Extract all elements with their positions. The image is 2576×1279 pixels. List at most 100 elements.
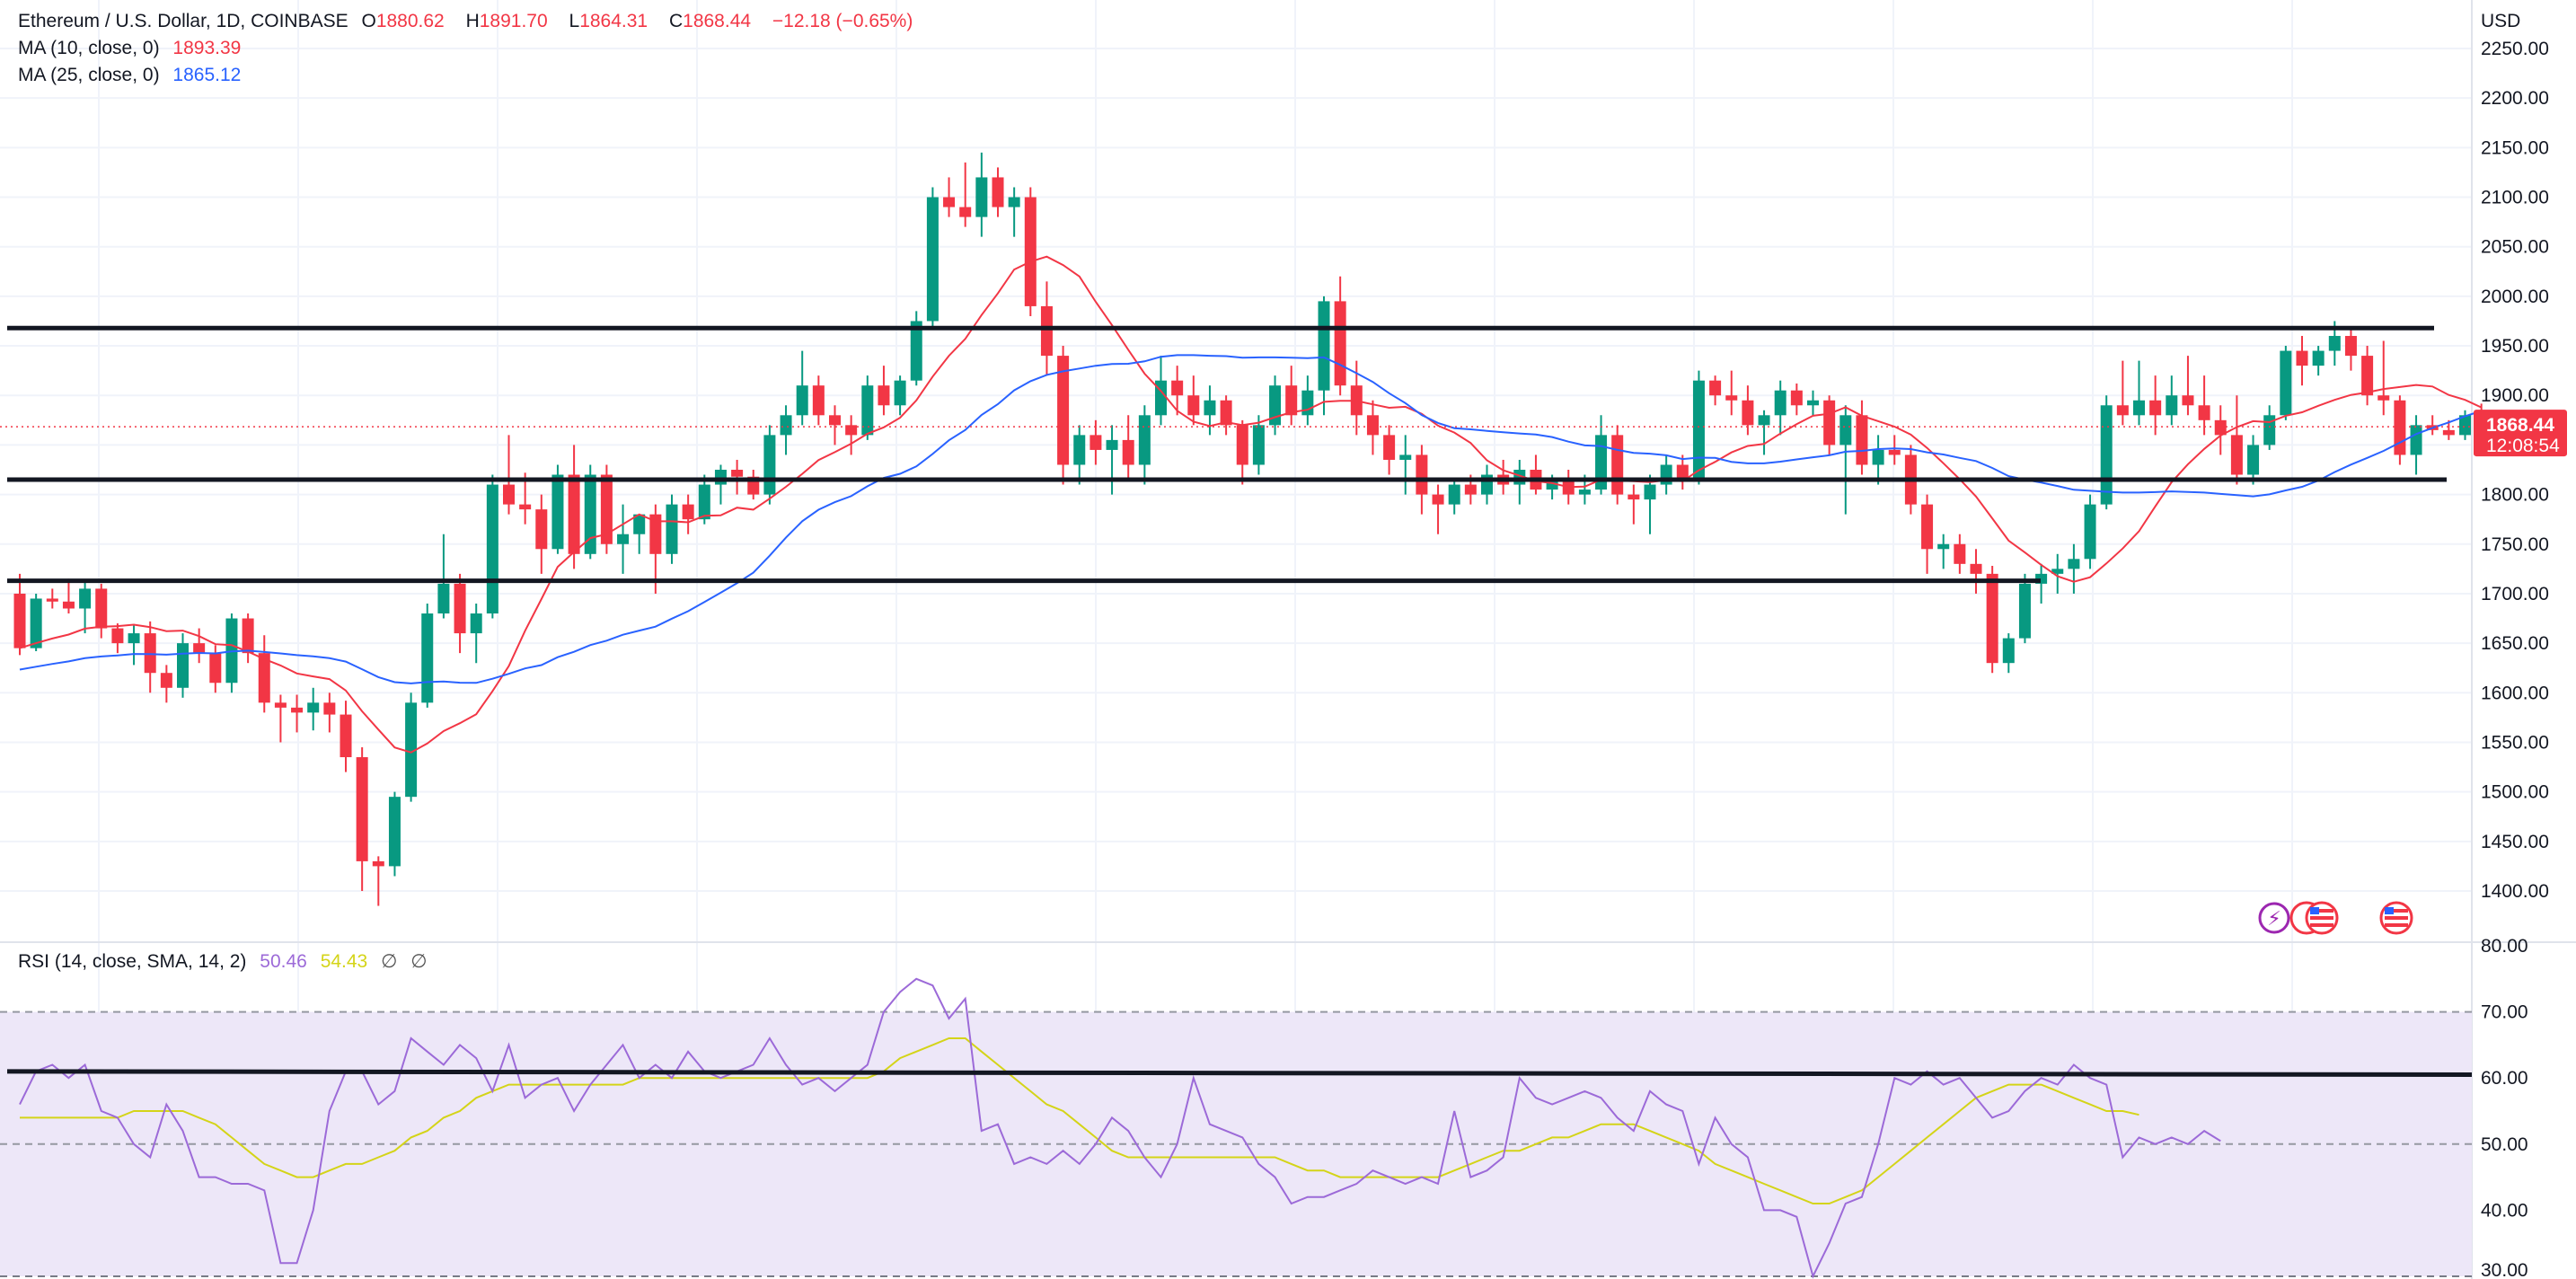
candle-body (1709, 380, 1722, 396)
low-value: 1864.31 (579, 11, 648, 31)
candle-body (519, 504, 532, 510)
candle-body (1595, 435, 1608, 490)
candle-body (128, 633, 140, 644)
price-tick-label: 1400.00 (2481, 881, 2549, 902)
price-tick-label: 1700.00 (2481, 584, 2549, 604)
candle-body (1970, 563, 1982, 574)
candle-body (1252, 425, 1265, 465)
candle-body (1692, 380, 1705, 481)
change-value: −12.18 (−0.65%) (772, 11, 913, 31)
candle-body (812, 385, 825, 416)
candle-body (878, 385, 890, 406)
candle-body (503, 484, 515, 505)
candle-body (2182, 395, 2194, 406)
rsi-source-indicator: ∅ (410, 951, 428, 972)
candle-body (1742, 400, 1754, 426)
ma25-legend[interactable]: MA (25, close, 0) 1865.12 (18, 65, 249, 86)
candle-body (30, 598, 42, 648)
price-tick-label: 2100.00 (2481, 188, 2549, 208)
candle-body (535, 509, 548, 550)
candle-body (1008, 197, 1020, 207)
candle-body (1204, 400, 1216, 416)
candle-body (763, 435, 776, 495)
symbol-title[interactable]: Ethereum / U.S. Dollar, 1D, COINBASE (18, 11, 348, 31)
price-tick-label: 1550.00 (2481, 732, 2549, 753)
candle-body (617, 534, 630, 544)
candle-body (943, 197, 956, 207)
rsi-ma-line (20, 1037, 2139, 1204)
candle-body (1318, 301, 1330, 391)
candle-body (1611, 435, 1624, 495)
candle-body (2133, 400, 2145, 416)
price-tick-label: 2050.00 (2481, 237, 2549, 258)
candle-body (1383, 435, 1396, 460)
rsi-sma-value: 54.43 (320, 951, 368, 972)
ma25-line (19, 354, 2482, 684)
candle-body (649, 514, 662, 554)
candle-body (421, 613, 434, 703)
candle-body (584, 474, 596, 554)
candle-body (1432, 494, 1444, 505)
candle-body (111, 628, 124, 644)
price-tick-label: 1750.00 (2481, 534, 2549, 555)
candle-body (1269, 385, 1282, 426)
event-icons[interactable]: ⚡ (2258, 901, 2413, 935)
flag-canton-icon (2385, 907, 2394, 914)
candle-body (177, 643, 189, 688)
candle-body (633, 514, 646, 534)
candle-body (2328, 336, 2341, 351)
price-axis[interactable]: 2250.00 2200.00 2150.00 2100.00 2050.00 2000.… (2474, 11, 2567, 1279)
candle-body (959, 207, 972, 217)
candle-body (2247, 445, 2260, 475)
rsi-legend[interactable]: RSI (14, close, SMA, 14, 2) 50.46 54.43 … (18, 950, 436, 973)
moving-averages (0, 255, 2483, 754)
candle-body (160, 673, 172, 688)
rsi-tick-label: 30.00 (2481, 1260, 2528, 1279)
candle-body (258, 653, 270, 703)
candle-body (1171, 380, 1184, 396)
candle-body (2198, 405, 2210, 420)
candle-body (1628, 494, 1640, 500)
candle-body (2214, 419, 2227, 436)
candle-body (1366, 415, 1379, 436)
candle-body (372, 860, 384, 867)
lightning-event-icon[interactable] (2258, 902, 2290, 934)
candle-body (2068, 559, 2080, 569)
candle-body (1888, 449, 1901, 455)
candle-body (274, 702, 287, 708)
ma10-legend[interactable]: MA (10, close, 0) 1893.39 (18, 38, 249, 59)
candle-body (470, 613, 482, 634)
candle-body (1448, 484, 1460, 505)
candle-body (13, 593, 26, 648)
price-tick-label: 1900.00 (2481, 385, 2549, 406)
ma10-value: 1893.39 (172, 38, 242, 58)
price-tick-label: 2200.00 (2481, 88, 2549, 109)
close-value: 1868.44 (683, 11, 752, 31)
candle-body (2230, 435, 2243, 475)
candle-body (2410, 425, 2422, 455)
candle-body (568, 474, 580, 554)
high-value: 1891.70 (479, 11, 548, 31)
candle-body (193, 643, 206, 654)
open-value: 1880.62 (375, 11, 445, 31)
flag-canton-icon (2310, 907, 2319, 914)
price-tick-label: 1650.00 (2481, 633, 2549, 654)
candle-body (682, 504, 694, 520)
candle-body (796, 385, 808, 416)
candle-body (1399, 454, 1412, 460)
candle-body (1921, 504, 1934, 550)
candle-body (1578, 490, 1591, 495)
candle-body (2378, 395, 2390, 401)
candle-body (666, 504, 678, 554)
ma25-label: MA (25, close, 0) (18, 65, 160, 85)
candle-body (2442, 429, 2455, 436)
candle-body (209, 653, 222, 684)
candle-body (437, 583, 450, 614)
close-label: C (668, 11, 684, 31)
rsi-value: 50.46 (260, 951, 307, 972)
price-tick-label: 1450.00 (2481, 832, 2549, 852)
candle-body (2002, 638, 2015, 664)
candle-body (1138, 415, 1151, 465)
price-tick-label: 2000.00 (2481, 287, 2549, 307)
